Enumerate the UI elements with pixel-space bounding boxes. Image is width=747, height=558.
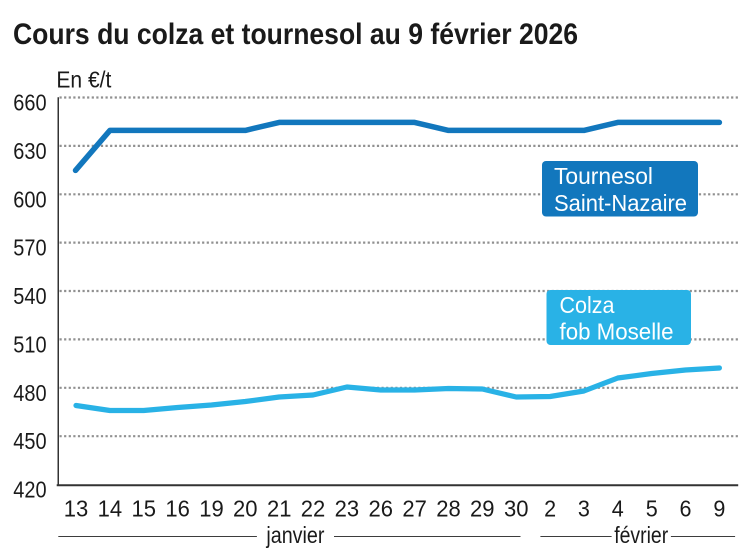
- svg-text:20: 20: [233, 496, 258, 522]
- svg-text:30: 30: [504, 496, 529, 522]
- svg-text:15: 15: [131, 496, 156, 522]
- svg-text:13: 13: [64, 496, 89, 522]
- svg-text:480: 480: [13, 380, 46, 406]
- svg-text:420: 420: [13, 477, 46, 503]
- svg-text:fob Moselle: fob Moselle: [560, 319, 674, 345]
- svg-text:Saint-Nazaire: Saint-Nazaire: [554, 190, 687, 216]
- svg-text:21: 21: [267, 496, 292, 522]
- svg-text:23: 23: [335, 496, 360, 522]
- svg-text:2: 2: [544, 496, 556, 522]
- svg-text:600: 600: [13, 186, 46, 212]
- svg-text:660: 660: [13, 90, 46, 116]
- svg-text:Tournesol: Tournesol: [554, 163, 653, 189]
- svg-text:9: 9: [713, 496, 725, 522]
- svg-text:février: février: [614, 522, 668, 548]
- svg-text:26: 26: [369, 496, 394, 522]
- svg-text:27: 27: [402, 496, 427, 522]
- svg-text:En €/t: En €/t: [56, 66, 112, 92]
- svg-text:6: 6: [680, 496, 692, 522]
- svg-text:28: 28: [436, 496, 461, 522]
- svg-text:570: 570: [13, 235, 46, 261]
- svg-text:29: 29: [470, 496, 495, 522]
- svg-text:4: 4: [612, 496, 624, 522]
- svg-text:Cours du colza et tournesol au: Cours du colza et tournesol au 9 février…: [13, 18, 578, 51]
- svg-text:14: 14: [98, 496, 123, 522]
- svg-text:540: 540: [13, 283, 46, 309]
- svg-text:5: 5: [646, 496, 658, 522]
- svg-text:510: 510: [13, 331, 46, 357]
- svg-text:22: 22: [301, 496, 326, 522]
- svg-text:450: 450: [13, 428, 46, 454]
- svg-text:630: 630: [13, 138, 46, 164]
- svg-text:3: 3: [578, 496, 590, 522]
- svg-text:19: 19: [199, 496, 224, 522]
- svg-text:16: 16: [165, 496, 190, 522]
- svg-text:Colza: Colza: [560, 292, 615, 318]
- svg-text:janvier: janvier: [266, 522, 325, 548]
